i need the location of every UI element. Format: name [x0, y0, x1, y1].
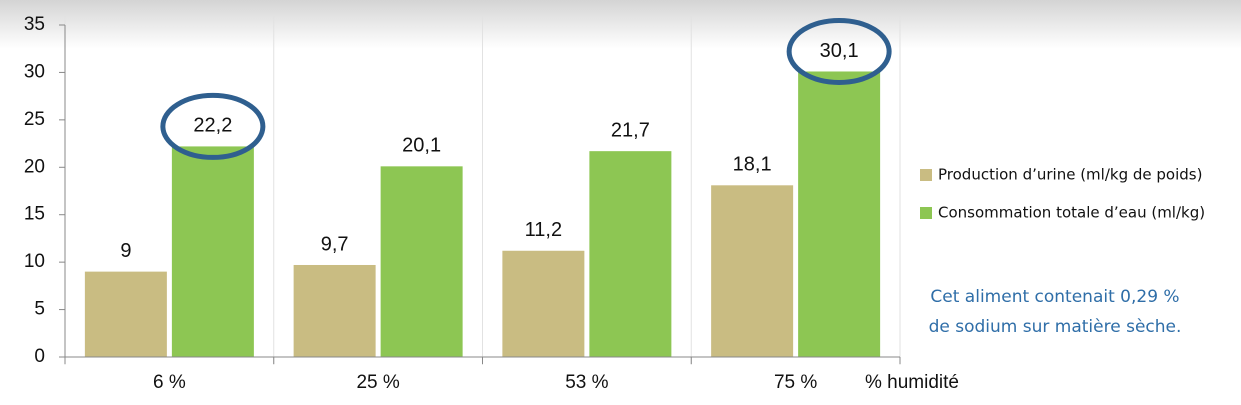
y-tick-label: 20: [24, 156, 45, 177]
bar: [171, 146, 254, 357]
y-tick-label: 35: [24, 14, 45, 35]
y-tick-label: 30: [24, 61, 45, 82]
value-label: 21,7: [611, 119, 650, 141]
bar: [798, 71, 881, 357]
bar: [502, 250, 585, 357]
x-tick-label: 6 %: [153, 372, 186, 393]
value-label: 9,7: [321, 233, 349, 255]
bar: [380, 166, 463, 357]
x-tick-label: 25 %: [356, 372, 399, 393]
highlight-circle: [160, 92, 266, 160]
bar: [293, 264, 376, 357]
value-label: 11,2: [525, 219, 562, 241]
value-label: 30,1: [820, 40, 859, 62]
bar: [711, 185, 794, 357]
bar: [84, 271, 167, 357]
x-tick-label: 75 %: [774, 372, 817, 393]
legend-swatch: [920, 169, 932, 181]
legend-swatch: [920, 207, 932, 219]
highlight-circle: [786, 17, 892, 85]
bar: [589, 151, 672, 357]
legend-label: Consommation totale d’eau (ml/kg): [938, 204, 1205, 222]
annotation: Cet aliment contenait 0,29 %: [930, 287, 1179, 307]
y-tick-label: 15: [24, 204, 45, 225]
y-tick-label: 10: [24, 251, 45, 272]
legend-label: Production d’urine (ml/kg de poids): [938, 166, 1202, 184]
annotation: de sodium sur matière sèche.: [929, 317, 1182, 337]
y-tick-label: 0: [34, 346, 45, 367]
value-label: 22,2: [193, 115, 232, 137]
value-label: 20,1: [402, 135, 441, 157]
value-label: 18,1: [733, 154, 772, 176]
x-tick-label: 53 %: [565, 372, 608, 393]
value-label: 9: [120, 240, 131, 262]
y-tick-label: 5: [34, 299, 45, 320]
x-axis-label: % humidité: [865, 372, 959, 393]
y-tick-label: 25: [24, 109, 45, 130]
